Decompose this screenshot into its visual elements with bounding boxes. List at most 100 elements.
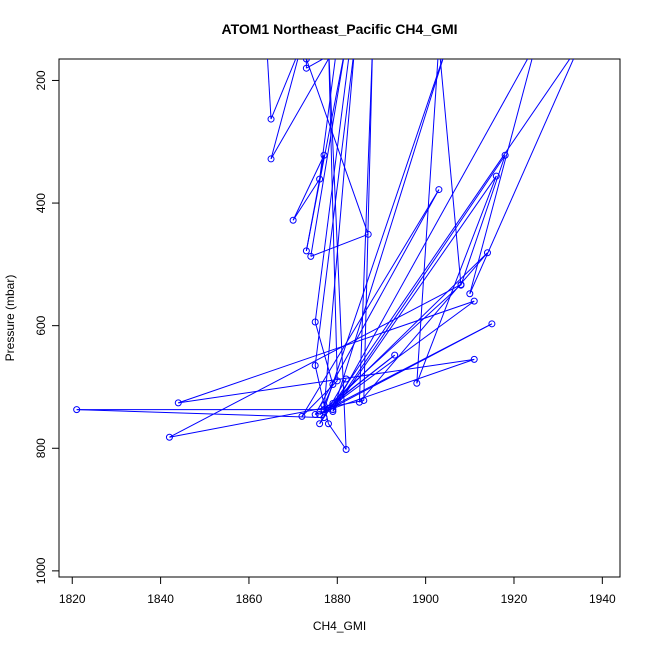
series-line-segment [328,300,475,409]
series-line-segment [332,59,444,412]
data-point [360,396,368,404]
series-line-segment [319,59,571,425]
data-point [492,172,500,180]
data-point [267,155,275,163]
data-point [364,230,372,238]
series-line-segment [323,284,462,411]
series-line-segment [332,354,396,404]
data-point [302,64,310,72]
data-point [483,249,491,257]
series-line-segment [315,358,475,416]
y-axis-label: Pressure (mbar) [3,275,17,362]
data-point [298,412,306,420]
data-point [413,379,421,387]
x-tick-label: 1880 [324,592,351,606]
data-point [311,362,319,370]
series-line-segment [358,59,373,403]
series-line-segment [323,59,355,410]
data-point [320,406,328,414]
series-line-segment [267,59,272,120]
data-point [311,411,319,419]
series-line-segment [76,409,325,419]
series-line-segment [416,175,497,384]
data-point [470,355,478,363]
data-point [324,420,332,428]
x-axis: 1820 1840 1860 1880 1900 1920 1940 [59,576,616,606]
x-tick-label: 1920 [501,592,528,606]
data-point [329,407,337,415]
series-line-segment [332,154,506,410]
series-line-segment [169,284,462,438]
series-0 [73,59,575,453]
x-tick-label: 1840 [147,592,174,606]
series-line-segment [310,233,369,257]
plot-frame [58,58,621,578]
y-tick-label: 600 [34,315,48,335]
x-tick-label: 1820 [59,592,86,606]
data-point [333,377,341,385]
y-tick-label: 800 [34,438,48,458]
series-line-segment [319,323,493,415]
x-tick-label: 1860 [236,592,263,606]
data-point [355,398,363,406]
series-line-segment [363,59,373,401]
chart-title: ATOM1 Northeast_Pacific CH4_GMI [222,21,458,37]
series-line-segment [439,59,462,286]
series-line-segment [460,155,506,286]
series-line-segment [306,59,324,69]
series-line-segment [319,378,347,425]
y-tick-label: 1000 [34,557,48,584]
series-line-segment [305,59,344,251]
series-line-segment [301,189,440,417]
series-line-segment [319,59,336,180]
data-point [342,375,350,383]
data-point [302,247,310,255]
y-tick-label: 400 [34,193,48,213]
y-tick-label: 200 [34,70,48,90]
data-point [302,59,310,63]
y-axis: 200 400 600 800 1000 [34,70,60,584]
data-point [470,297,478,305]
x-axis-label: CH4_GMI [313,619,366,633]
series-line-segment [469,59,533,294]
series-line-segment [314,59,350,323]
data-point [466,290,474,298]
data-point [307,252,315,260]
series-line-segment [270,59,330,160]
data-point [316,175,324,183]
series-line-segment [328,59,347,450]
x-tick-label: 1900 [412,592,439,606]
x-tick-label: 1940 [589,592,616,606]
data-point [501,151,509,159]
data-point [311,318,319,326]
data-point [435,186,443,194]
data-point [165,433,173,441]
series-line-segment [469,59,575,294]
data-point [391,351,399,359]
data-point [73,406,81,414]
series-line-segment [332,59,529,410]
data-point [457,281,465,289]
series-line-segment [270,59,299,160]
series-line-segment [416,59,439,384]
series-line-segment [292,155,325,221]
series-layer [73,59,575,453]
data-point [289,216,297,224]
data-point [342,445,350,453]
series-line-segment [314,189,440,415]
series-line-segment [323,59,444,410]
data-point [316,420,324,428]
data-point [329,406,337,414]
series-line-segment [328,59,338,381]
data-point [329,381,337,389]
series-line-segment [328,423,347,450]
series-line-segment [332,175,497,412]
data-point [316,411,324,419]
series-line-segment [310,59,345,257]
series-line-segment [358,252,488,403]
series-line-segment [270,59,297,120]
series-line-segment [292,178,321,221]
data-point [267,115,275,123]
